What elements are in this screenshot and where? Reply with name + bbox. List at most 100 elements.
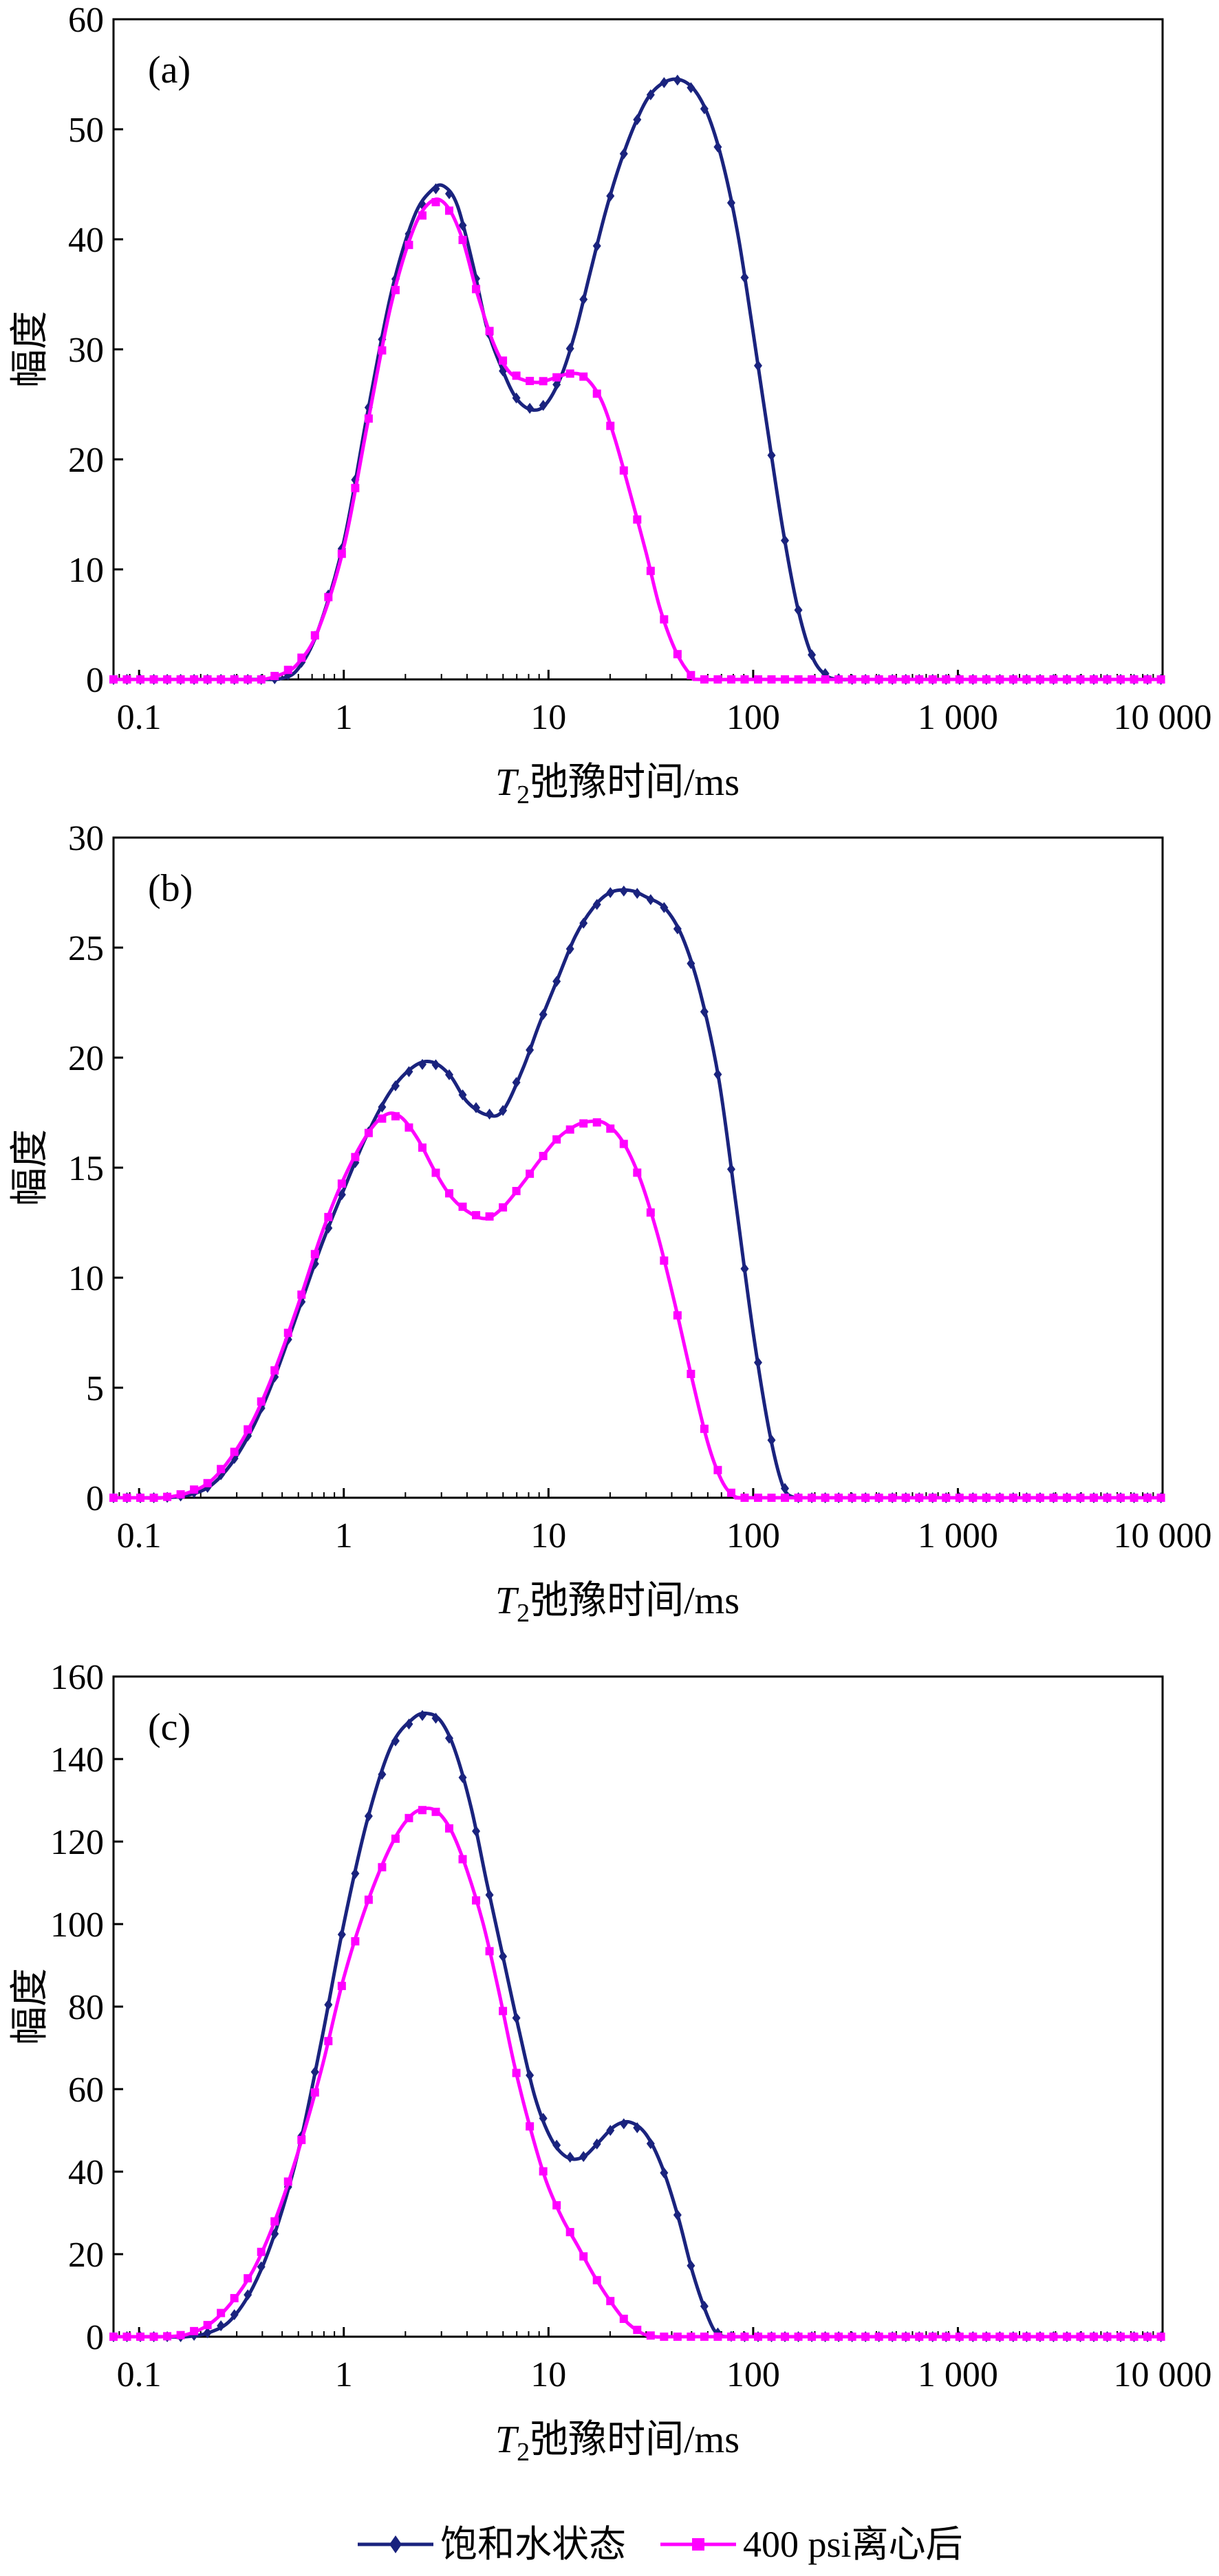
data-point (526, 2122, 535, 2131)
data-point (499, 356, 508, 365)
data-point (808, 675, 817, 684)
data-point (1089, 2333, 1098, 2341)
data-point (391, 1080, 400, 1092)
data-point (848, 1494, 856, 1502)
data-point (848, 675, 856, 684)
data-point (499, 1203, 508, 1212)
data-point (767, 1434, 776, 1446)
x-tick-label: 100 (726, 2355, 780, 2394)
y-tick-label: 15 (68, 1149, 104, 1188)
data-point (378, 1101, 387, 1113)
x-tick-label: 1 000 (918, 698, 998, 737)
data-point (552, 976, 561, 987)
legend-marker-centrifuged (692, 2538, 704, 2551)
data-point (1008, 675, 1017, 684)
data-point (673, 923, 682, 935)
data-point (257, 2261, 266, 2273)
x-tick-label: 10 000 (1114, 2355, 1212, 2394)
data-point (1062, 1494, 1071, 1502)
data-point (565, 943, 574, 954)
data-point (700, 2300, 709, 2312)
data-point (726, 1488, 735, 1497)
data-point (915, 2333, 924, 2341)
data-point (244, 2289, 252, 2301)
x-tick-label: 1 000 (918, 1516, 998, 1556)
data-point (176, 675, 185, 684)
data-point (687, 1369, 695, 1378)
data-point (485, 1889, 494, 1901)
data-point (217, 1465, 226, 1474)
data-point (633, 515, 642, 524)
data-point (109, 675, 118, 684)
data-point (1076, 2333, 1085, 2341)
data-point (351, 1937, 360, 1946)
data-point (579, 2150, 588, 2162)
data-point (915, 1494, 924, 1502)
x-tick-label: 0.1 (117, 2355, 162, 2394)
data-point (391, 285, 400, 294)
data-point (687, 82, 695, 94)
data-point (404, 1066, 413, 1078)
data-point (942, 2333, 951, 2341)
data-point (364, 1811, 373, 1822)
data-point (1130, 2333, 1139, 2341)
data-point (969, 675, 978, 684)
data-point (633, 2122, 642, 2134)
data-point (1049, 675, 1058, 684)
x-tick-label: 100 (726, 1516, 780, 1556)
data-point (337, 1179, 346, 1188)
data-point (687, 2333, 695, 2341)
data-point (257, 2247, 266, 2256)
data-point (1049, 2333, 1058, 2341)
data-point (713, 1465, 722, 1474)
data-point (995, 1494, 1004, 1502)
data-point (431, 1807, 440, 1816)
data-point (565, 2227, 574, 2236)
data-point (767, 1494, 776, 1502)
y-tick-label: 0 (86, 661, 104, 700)
data-point (901, 675, 910, 684)
x-tick-label: 1 (335, 1516, 353, 1556)
data-point (915, 675, 924, 684)
data-point (633, 1168, 642, 1177)
data-point (109, 1494, 118, 1502)
data-point (122, 2333, 131, 2341)
data-point (552, 1135, 561, 1144)
data-point (969, 1494, 978, 1502)
data-point (445, 188, 454, 199)
data-point (565, 342, 574, 354)
panel-label: (b) (148, 867, 193, 910)
data-point (310, 2088, 319, 2097)
series-line (114, 888, 1163, 1500)
data-point (230, 2308, 239, 2320)
data-point (364, 1895, 373, 1904)
data-point (1035, 675, 1044, 684)
data-point (378, 1863, 387, 1872)
data-point (552, 379, 561, 391)
data-point (781, 1483, 790, 1494)
data-point (136, 1494, 145, 1502)
data-point (270, 1366, 279, 1375)
data-point (646, 89, 655, 100)
series-line (114, 77, 1163, 681)
data-point (821, 1494, 830, 1502)
data-point (512, 371, 521, 380)
data-point (217, 2320, 226, 2332)
data-point (619, 466, 628, 475)
data-point (552, 2201, 561, 2209)
data-point (660, 1256, 669, 1265)
data-point (794, 604, 803, 616)
y-tick-label: 20 (68, 441, 104, 480)
data-point (539, 1152, 548, 1161)
x-tick-label: 0.1 (117, 1516, 162, 1556)
data-point (726, 197, 735, 208)
y-tick-label: 60 (68, 2071, 104, 2110)
data-point (149, 1494, 158, 1502)
data-point (660, 77, 669, 89)
data-point (874, 1494, 883, 1502)
data-point (230, 1448, 239, 1456)
data-point (874, 2333, 883, 2341)
data-point (874, 675, 883, 684)
data-point (378, 1114, 387, 1123)
data-point (753, 675, 762, 684)
